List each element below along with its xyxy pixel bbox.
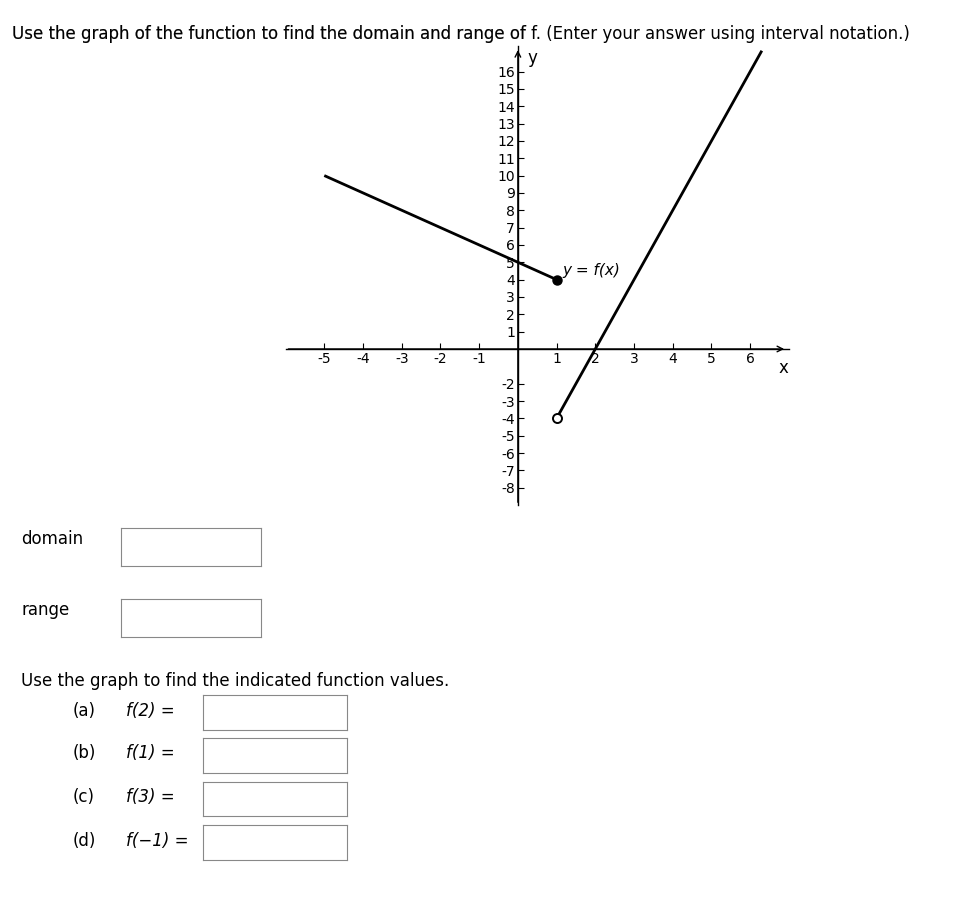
Text: f(2) =: f(2) =	[126, 702, 174, 720]
Text: y: y	[528, 49, 537, 67]
Text: Use the graph of the function to find the domain and range of ​​​​​​​​​f: Use the graph of the function to find th…	[12, 25, 536, 44]
Text: (d): (d)	[73, 832, 96, 850]
Text: f(3) =: f(3) =	[126, 788, 174, 806]
Text: x: x	[778, 359, 788, 378]
Text: (a): (a)	[73, 702, 96, 720]
Text: Use the graph to find the indicated function values.: Use the graph to find the indicated func…	[21, 672, 449, 690]
Text: (c): (c)	[73, 788, 95, 806]
Text: Use the graph of the function to find the domain and range of f. (Enter your ans: Use the graph of the function to find th…	[12, 25, 910, 44]
Text: domain: domain	[21, 530, 83, 548]
Text: f(−1) =: f(−1) =	[126, 832, 189, 850]
Text: range: range	[21, 601, 70, 619]
Text: y = f(x): y = f(x)	[562, 263, 620, 278]
Text: Use the graph of the function to find the domain and range of: Use the graph of the function to find th…	[12, 25, 530, 44]
Text: (b): (b)	[73, 744, 96, 763]
Text: f(1) =: f(1) =	[126, 744, 174, 763]
